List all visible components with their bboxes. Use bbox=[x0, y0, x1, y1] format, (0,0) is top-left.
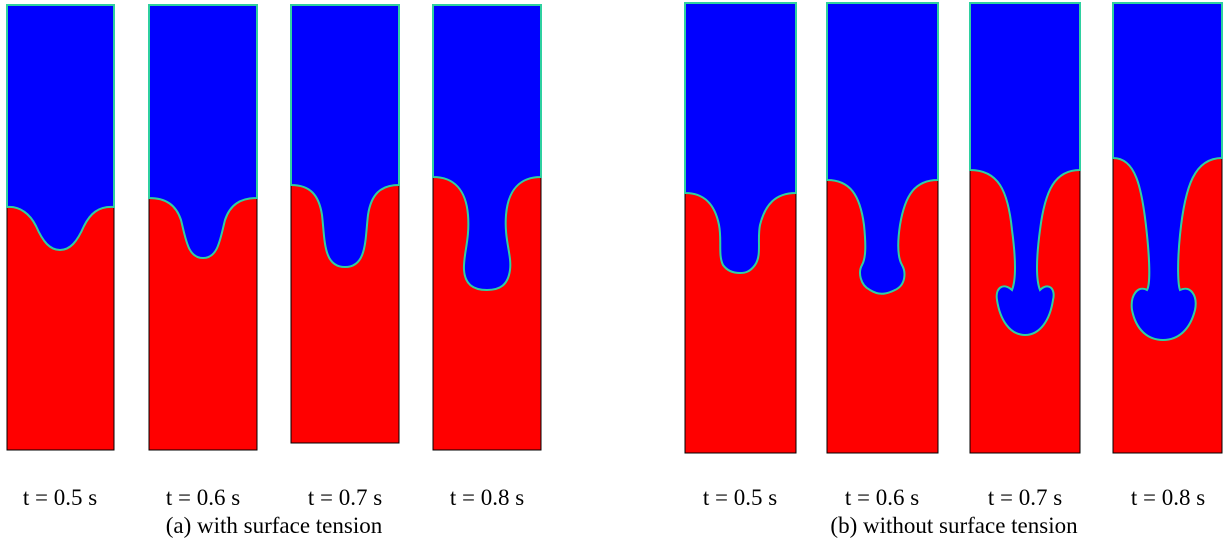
frame bbox=[969, 2, 1081, 454]
caption: (a) with surface tension bbox=[166, 513, 383, 538]
frame-label: t = 0.8 s bbox=[1131, 485, 1205, 510]
frame bbox=[432, 4, 542, 451]
frame bbox=[684, 2, 797, 454]
caption: (b) without surface tension bbox=[830, 513, 1078, 538]
frame-label: t = 0.8 s bbox=[450, 485, 524, 510]
frame-label: t = 0.5 s bbox=[703, 485, 777, 510]
light-fluid bbox=[290, 4, 400, 269]
panel-a: t = 0.5 s t = 0.6 s t = 0.7 s t = 0.8 s … bbox=[6, 4, 542, 538]
frame-label: t = 0.7 s bbox=[308, 485, 382, 510]
panel-b: t = 0.5 s t = 0.6 s t = 0.7 s t = 0.8 s … bbox=[684, 2, 1223, 538]
frame bbox=[290, 4, 400, 444]
light-fluid bbox=[148, 4, 258, 260]
frame bbox=[826, 2, 939, 454]
light-fluid bbox=[6, 4, 115, 252]
frame-label: t = 0.6 s bbox=[166, 485, 240, 510]
frame-label: t = 0.6 s bbox=[845, 485, 919, 510]
frame bbox=[1112, 2, 1223, 454]
light-fluid bbox=[432, 4, 542, 292]
light-fluid bbox=[969, 2, 1081, 337]
light-fluid bbox=[684, 2, 797, 275]
frame-label: t = 0.5 s bbox=[23, 485, 97, 510]
frame bbox=[6, 4, 115, 451]
light-fluid bbox=[826, 2, 939, 295]
frame-label: t = 0.7 s bbox=[988, 485, 1062, 510]
light-fluid bbox=[1112, 2, 1223, 342]
frame bbox=[148, 4, 258, 451]
